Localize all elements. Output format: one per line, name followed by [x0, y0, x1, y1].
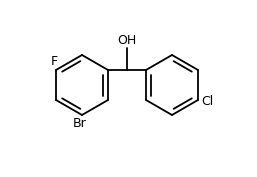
Text: Br: Br	[73, 117, 87, 130]
Text: Cl: Cl	[201, 95, 213, 107]
Text: F: F	[50, 55, 58, 68]
Text: OH: OH	[117, 34, 137, 47]
